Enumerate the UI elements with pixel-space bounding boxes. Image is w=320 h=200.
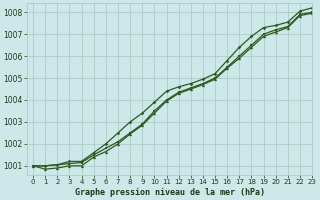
X-axis label: Graphe pression niveau de la mer (hPa): Graphe pression niveau de la mer (hPa) xyxy=(75,188,265,197)
